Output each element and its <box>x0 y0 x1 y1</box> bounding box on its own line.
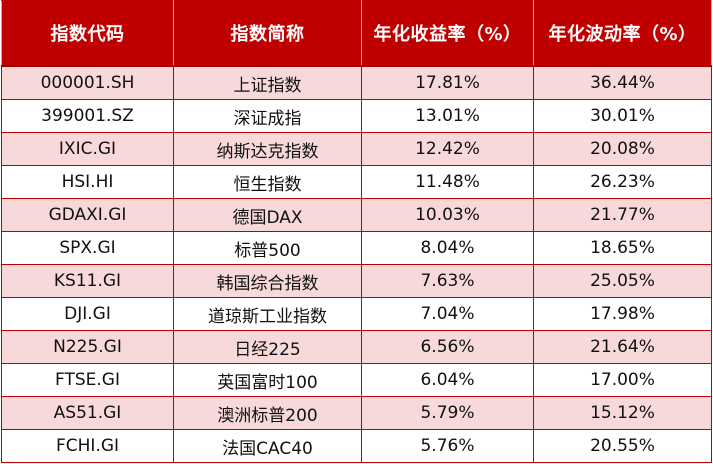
header-annual-return: 年化收益率（%） <box>361 0 534 67</box>
cell-index-code: FCHI.GI <box>1 429 174 463</box>
table-row: DJI.GI 道琼斯工业指数 7.04% 17.98% <box>1 297 712 331</box>
table-row: GDAXI.GI 德国DAX 10.03% 21.77% <box>1 198 712 232</box>
table-row: KS11.GI 韩国综合指数 7.63% 25.05% <box>1 264 712 298</box>
cell-index-code: N225.GI <box>1 330 174 364</box>
cell-index-name: 深证成指 <box>173 99 362 133</box>
cell-annual-return: 6.56% <box>361 330 534 364</box>
cell-annual-volatility: 21.77% <box>533 198 712 232</box>
cell-index-name: 法国CAC40 <box>173 429 362 463</box>
cell-annual-volatility: 21.64% <box>533 330 712 364</box>
cell-annual-return: 5.79% <box>361 396 534 430</box>
cell-annual-volatility: 15.12% <box>533 396 712 430</box>
cell-annual-volatility: 30.01% <box>533 99 712 133</box>
header-row: 指数代码 指数简称 年化收益率（%） 年化波动率（%） <box>1 0 712 67</box>
cell-annual-return: 7.63% <box>361 264 534 298</box>
cell-annual-return: 17.81% <box>361 65 534 100</box>
cell-index-name: 英国富时100 <box>173 363 362 397</box>
cell-index-code: IXIC.GI <box>1 132 174 166</box>
header-annual-volatility: 年化波动率（%） <box>533 0 712 67</box>
cell-index-name: 道琼斯工业指数 <box>173 297 362 331</box>
header-index-name: 指数简称 <box>173 0 362 67</box>
table-row: AS51.GI 澳洲标普200 5.79% 15.12% <box>1 396 712 430</box>
cell-index-name: 日经225 <box>173 330 362 364</box>
cell-index-code: HSI.HI <box>1 165 174 199</box>
table-row: 000001.SH 上证指数 17.81% 36.44% <box>1 65 712 100</box>
cell-index-code: SPX.GI <box>1 231 174 265</box>
table-row: FCHI.GI 法国CAC40 5.76% 20.55% <box>1 429 712 463</box>
table-row: FTSE.GI 英国富时100 6.04% 17.00% <box>1 363 712 397</box>
cell-annual-return: 7.04% <box>361 297 534 331</box>
table-row: 399001.SZ 深证成指 13.01% 30.01% <box>1 99 712 133</box>
header-index-code: 指数代码 <box>1 0 174 67</box>
table-row: IXIC.GI 纳斯达克指数 12.42% 20.08% <box>1 132 712 166</box>
cell-annual-return: 10.03% <box>361 198 534 232</box>
cell-annual-return: 11.48% <box>361 165 534 199</box>
cell-index-name: 恒生指数 <box>173 165 362 199</box>
table-row: SPX.GI 标普500 8.04% 18.65% <box>1 231 712 265</box>
cell-index-name: 韩国综合指数 <box>173 264 362 298</box>
cell-annual-volatility: 17.98% <box>533 297 712 331</box>
cell-index-code: DJI.GI <box>1 297 174 331</box>
cell-index-name: 纳斯达克指数 <box>173 132 362 166</box>
cell-annual-return: 6.04% <box>361 363 534 397</box>
cell-index-name: 上证指数 <box>173 65 362 100</box>
cell-index-code: KS11.GI <box>1 264 174 298</box>
cell-annual-volatility: 36.44% <box>533 65 712 100</box>
cell-annual-return: 12.42% <box>361 132 534 166</box>
cell-annual-volatility: 26.23% <box>533 165 712 199</box>
cell-index-code: 000001.SH <box>1 65 174 100</box>
cell-annual-volatility: 18.65% <box>533 231 712 265</box>
cell-index-code: 399001.SZ <box>1 99 174 133</box>
cell-annual-volatility: 25.05% <box>533 264 712 298</box>
cell-index-name: 澳洲标普200 <box>173 396 362 430</box>
cell-index-code: AS51.GI <box>1 396 174 430</box>
cell-index-name: 标普500 <box>173 231 362 265</box>
table-row: N225.GI 日经225 6.56% 21.64% <box>1 330 712 364</box>
cell-index-code: FTSE.GI <box>1 363 174 397</box>
cell-annual-return: 13.01% <box>361 99 534 133</box>
table-row: HSI.HI 恒生指数 11.48% 26.23% <box>1 165 712 199</box>
cell-annual-volatility: 20.08% <box>533 132 712 166</box>
cell-annual-return: 5.76% <box>361 429 534 463</box>
cell-annual-volatility: 20.55% <box>533 429 712 463</box>
cell-annual-return: 8.04% <box>361 231 534 265</box>
cell-index-code: GDAXI.GI <box>1 198 174 232</box>
cell-annual-volatility: 17.00% <box>533 363 712 397</box>
cell-index-name: 德国DAX <box>173 198 362 232</box>
